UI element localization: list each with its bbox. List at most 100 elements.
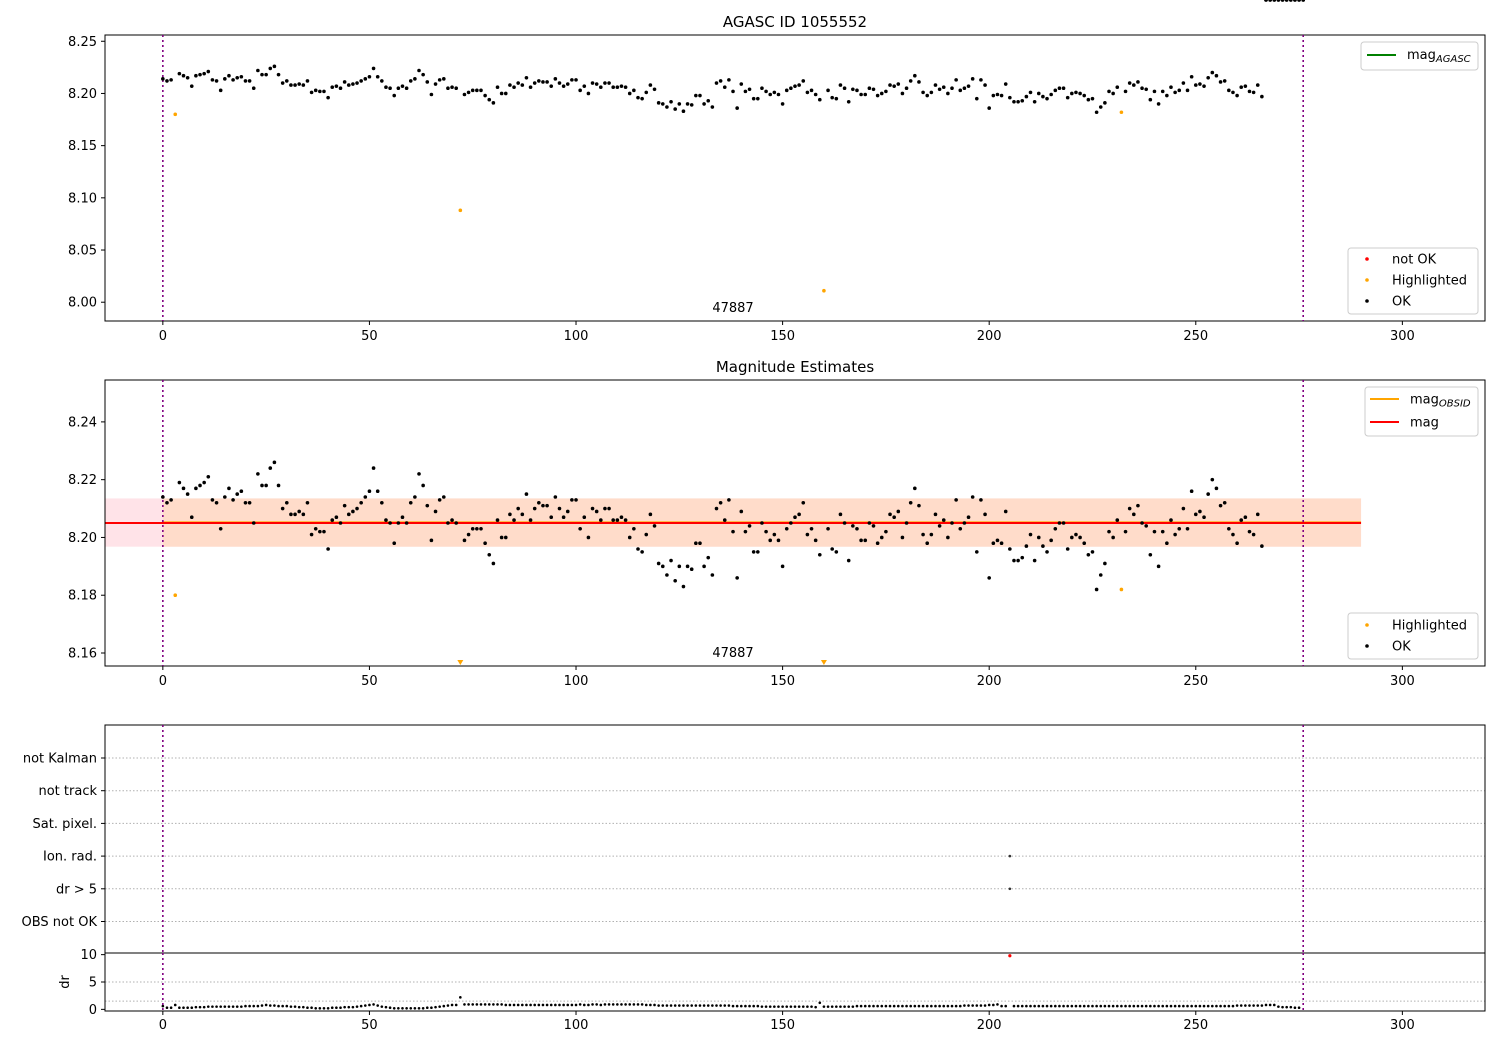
- ok-point: [925, 541, 930, 546]
- ok-point: [359, 500, 363, 505]
- ok-point: [590, 81, 595, 85]
- ok-point: [1070, 91, 1074, 96]
- panel-4-plot: 0 5 10 dr 0 50 100 150 200 250 300: [58, 948, 1486, 1033]
- ok-point: [450, 518, 454, 522]
- dr-point: [603, 1003, 607, 1006]
- dr-point: [1235, 1004, 1239, 1007]
- ok-point: [867, 521, 872, 525]
- dr-point: [748, 1004, 751, 1008]
- ok-point: [491, 101, 496, 105]
- dr-point: [182, 1006, 185, 1010]
- ok-point: [231, 78, 235, 82]
- ok-point: [189, 515, 194, 520]
- ok-point: [479, 526, 483, 531]
- ok-point: [921, 532, 925, 537]
- ok-point: [251, 521, 256, 525]
- ok-point: [1090, 96, 1095, 101]
- ok-point: [640, 550, 644, 554]
- dr-point: [1111, 1004, 1115, 1008]
- dr-point: [1037, 1004, 1041, 1008]
- ok-point: [483, 541, 487, 546]
- dr-point: [826, 1005, 830, 1008]
- ok-point: [388, 86, 392, 91]
- dr-point: [504, 1003, 508, 1007]
- y-tick-label: 8.15: [68, 139, 97, 154]
- dr-point: [1260, 1004, 1264, 1007]
- ok-point: [995, 538, 1000, 543]
- dr-point: [355, 1005, 359, 1008]
- y-tick-label: 8.25: [68, 35, 97, 50]
- ok-point: [1202, 515, 1206, 520]
- ok-point: [1202, 84, 1206, 88]
- ok-point: [594, 82, 599, 86]
- ok-point: [896, 509, 901, 514]
- ok-point: [995, 92, 1000, 97]
- dr-point: [244, 1004, 247, 1008]
- dr-point: [711, 1004, 714, 1007]
- ok-point: [809, 526, 814, 531]
- ok-point: [421, 72, 425, 77]
- ok-point: [706, 555, 711, 560]
- dr-point: [975, 1004, 979, 1007]
- dr-point: [570, 1003, 574, 1007]
- dr-point: [376, 1004, 379, 1007]
- ok-point: [363, 495, 368, 499]
- dr-point: [789, 1005, 793, 1008]
- ok-point: [433, 509, 438, 514]
- dr-point: [1070, 1004, 1074, 1008]
- ok-point: [227, 486, 231, 491]
- dr-point: [537, 1003, 541, 1007]
- dr-point: [1016, 1004, 1020, 1008]
- ok-point: [264, 483, 268, 488]
- legend-box: [1360, 41, 1479, 71]
- ok-point: [375, 74, 380, 79]
- ok-point: [280, 506, 285, 511]
- ok-point: [421, 483, 425, 488]
- dr-point: [1264, 1003, 1268, 1007]
- dr-point: [277, 1004, 280, 1008]
- ok-point: [1078, 535, 1082, 540]
- ok-point: [454, 521, 458, 525]
- legend-line-label: magOBSID: [1410, 393, 1471, 410]
- ok-point: [1123, 89, 1128, 94]
- ok-point: [264, 72, 268, 77]
- ok-point: [917, 80, 921, 84]
- dr-point: [607, 1003, 611, 1006]
- ok-point: [772, 532, 777, 537]
- ok-point: [346, 83, 351, 87]
- dr-point: [930, 1004, 933, 1008]
- flag-label: OBS not OK: [22, 915, 98, 930]
- x-tick-label: 200: [977, 329, 1002, 344]
- x-tick-label: 300: [1390, 1018, 1415, 1033]
- ok-point: [1111, 535, 1115, 540]
- ok-point: [1156, 102, 1161, 106]
- dr-point: [1215, 1004, 1218, 1008]
- dr-point: [611, 1003, 615, 1006]
- dr-point: [293, 1005, 297, 1008]
- dr-point: [1169, 1004, 1173, 1008]
- dr-point: [1115, 1004, 1119, 1008]
- dr-point: [1219, 1004, 1222, 1008]
- ok-point: [867, 86, 872, 91]
- legend-point-swatch: [1365, 623, 1369, 627]
- dr-point: [591, 1003, 594, 1006]
- dr-point: [1248, 1004, 1251, 1007]
- ok-point: [334, 515, 339, 520]
- dr-point: [595, 1003, 598, 1006]
- ok-point: [1289, 0, 1293, 2]
- ok-point: [206, 474, 211, 479]
- ok-point: [487, 97, 492, 102]
- ok-point: [243, 500, 248, 505]
- ok-point: [760, 86, 764, 91]
- ok-point: [578, 88, 582, 93]
- ok-point: [999, 541, 1004, 546]
- ok-point: [305, 79, 310, 83]
- ok-point: [904, 521, 909, 525]
- ok-point: [793, 515, 797, 520]
- ok-point: [582, 84, 587, 88]
- ok-point: [652, 524, 657, 528]
- ok-point: [941, 85, 946, 89]
- dr-point: [310, 1006, 313, 1010]
- ok-point: [198, 72, 202, 77]
- dr-point: [958, 1004, 962, 1008]
